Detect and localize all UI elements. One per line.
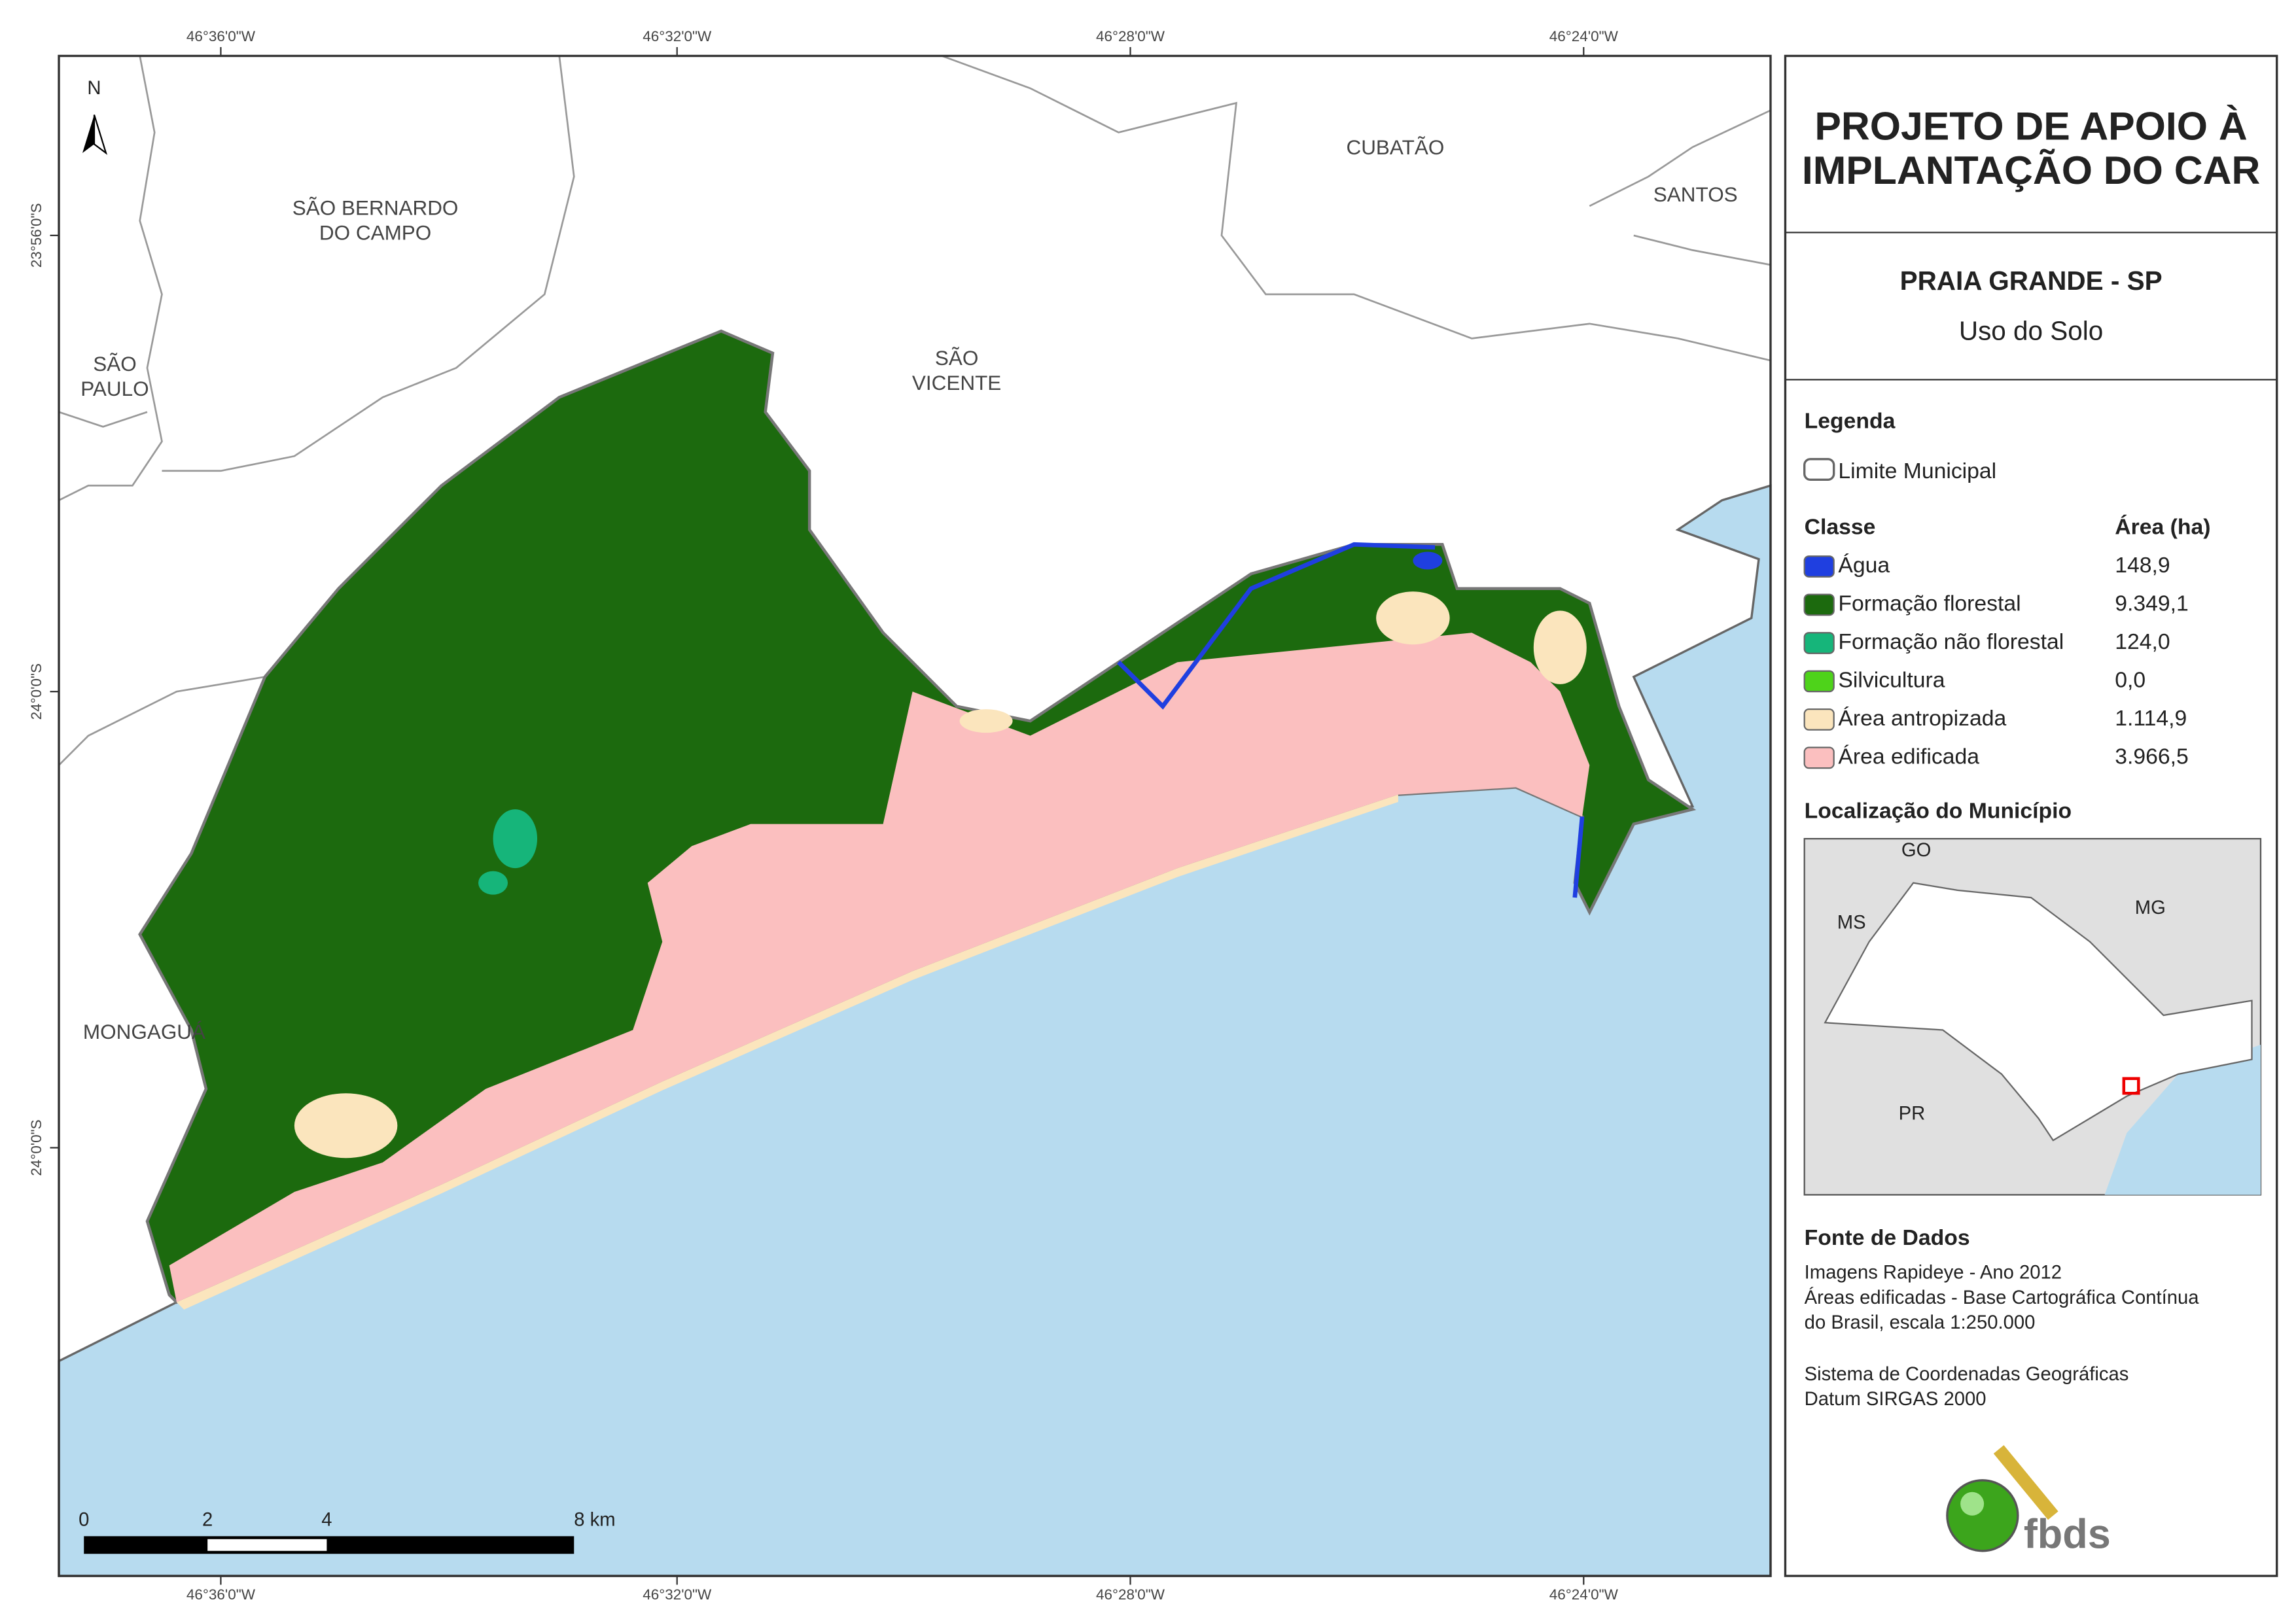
patch (493, 809, 538, 869)
scale-label: 8 km (574, 1510, 615, 1531)
place-label: MONGAGUÁ (83, 1020, 205, 1043)
patch (478, 871, 508, 895)
location-heading: Localização do Município (1805, 799, 2072, 824)
scale-label: 4 (321, 1510, 332, 1531)
logo-highlight (1960, 1492, 1985, 1516)
place-label: SANTOS (1653, 183, 1738, 206)
area-header: Área (ha) (2115, 515, 2210, 540)
grid-label: 24°0'0"S (28, 663, 44, 720)
inset-ocean (2104, 1045, 2261, 1195)
boundary (1633, 234, 1771, 266)
anthropized-patches (294, 591, 1587, 1159)
boundary (942, 55, 1771, 362)
legend-heading: Legenda (1805, 409, 1896, 434)
boundary (58, 411, 148, 428)
panel: PROJETO DE APOIO À IMPLANTAÇÃO DO CAR PR… (1784, 54, 2278, 1577)
legend-area: 0,0 (2115, 667, 2146, 692)
river (1117, 542, 1436, 710)
grid-label: 46°36'0"W (186, 28, 256, 44)
grid-label: 46°24'0"W (1549, 28, 1619, 44)
grid-label: 46°32'0"W (643, 28, 712, 44)
title: IMPLANTAÇÃO DO CAR (1802, 148, 2260, 192)
logo-text: fbds (2024, 1511, 2111, 1557)
inset-label: MS (1837, 912, 1866, 933)
patch (294, 1093, 398, 1159)
legend-swatch (1803, 632, 1835, 654)
source-line: Datum SIRGAS 2000 (1805, 1389, 1987, 1410)
legend-swatch (1803, 670, 1835, 693)
place-label: SÃO (935, 346, 979, 370)
north-label: N (87, 78, 101, 99)
place-label: CUBATÃO (1346, 135, 1444, 159)
grid-label: 24°0'0"S (28, 1119, 44, 1176)
grid-label: 46°28'0"W (1096, 1586, 1165, 1603)
map-frame (58, 54, 1772, 1577)
boundary (162, 56, 575, 472)
boundary-swatch (1803, 458, 1835, 481)
scale-bar (84, 1536, 574, 1554)
inset-state (1824, 882, 2253, 1142)
boundary (1589, 109, 1771, 207)
source-line: do Brasil, escala 1:250.000 (1805, 1312, 2036, 1333)
lake (1413, 551, 1443, 570)
place-label: DO CAMPO (319, 221, 431, 245)
patch (1376, 591, 1450, 645)
sources-heading: Fonte de Dados (1805, 1225, 1970, 1250)
boundary (58, 56, 163, 501)
legend-item: Silvicultura (1838, 667, 1945, 692)
municipal-boundaries (58, 55, 1771, 766)
legend-swatch (1803, 746, 1835, 769)
theme: Uso do Solo (1959, 316, 2103, 346)
inset-locator (2122, 1077, 2140, 1095)
grid-label: 46°36'0"W (186, 1586, 256, 1603)
patch (959, 709, 1013, 733)
logo-bar (1993, 1445, 2058, 1520)
scale-label: 2 (202, 1510, 213, 1531)
class-header: Classe (1805, 515, 1876, 540)
non-forest-patches (478, 809, 538, 895)
inset-label: PR (1899, 1104, 1926, 1125)
legend-item: Formação não florestal (1838, 629, 2064, 654)
grid-label: 46°32'0"W (643, 1586, 712, 1603)
subtitle: PRAIA GRANDE - SP (1900, 266, 2163, 296)
inset-label: MG (2135, 898, 2166, 918)
source-line: Imagens Rapideye - Ano 2012 (1805, 1263, 2062, 1283)
legend-area: 1.114,9 (2115, 706, 2187, 731)
place-label: SÃO (93, 352, 136, 375)
grid-label: 46°28'0"W (1096, 28, 1165, 44)
urban-area (169, 633, 1590, 1302)
legend-swatch (1803, 708, 1835, 731)
scale-label: 0 (79, 1510, 89, 1531)
logo-circle (1946, 1479, 2019, 1552)
legend-item: Formação florestal (1838, 591, 2021, 616)
source-line: Áreas edificadas - Base Cartográfica Con… (1805, 1287, 2200, 1308)
place-label: SÃO BERNARDO (292, 196, 459, 219)
patch (1533, 610, 1587, 684)
boundary (58, 676, 266, 766)
inset-label: GO (1901, 840, 1931, 861)
legend-item: Área antropizada (1838, 706, 2006, 731)
river (1572, 816, 1585, 898)
legend-area: 3.966,5 (2115, 744, 2189, 769)
legend-area: 124,0 (2115, 629, 2170, 654)
north-arrow (93, 114, 108, 155)
legend-area: 148,9 (2115, 553, 2170, 578)
place-label: VICENTE (912, 371, 1001, 394)
legend-item: Área edificada (1838, 744, 1979, 769)
panel-frame (1784, 54, 2278, 1577)
legend-area: 9.349,1 (2115, 591, 2189, 616)
legend-item: Limite Municipal (1838, 459, 1996, 483)
source-line: Sistema de Coordenadas Geográficas (1805, 1364, 2129, 1385)
place-label: PAULO (80, 377, 149, 400)
legend-swatch (1803, 555, 1835, 578)
title: PROJETO DE APOIO À (1814, 104, 2247, 148)
scale-bar-segment (207, 1539, 327, 1551)
grid-label: 46°24'0"W (1549, 1586, 1619, 1603)
legend-swatch (1803, 593, 1835, 616)
legend-item: Água (1838, 553, 1890, 578)
grid-label: 23°56'0"S (28, 203, 44, 268)
